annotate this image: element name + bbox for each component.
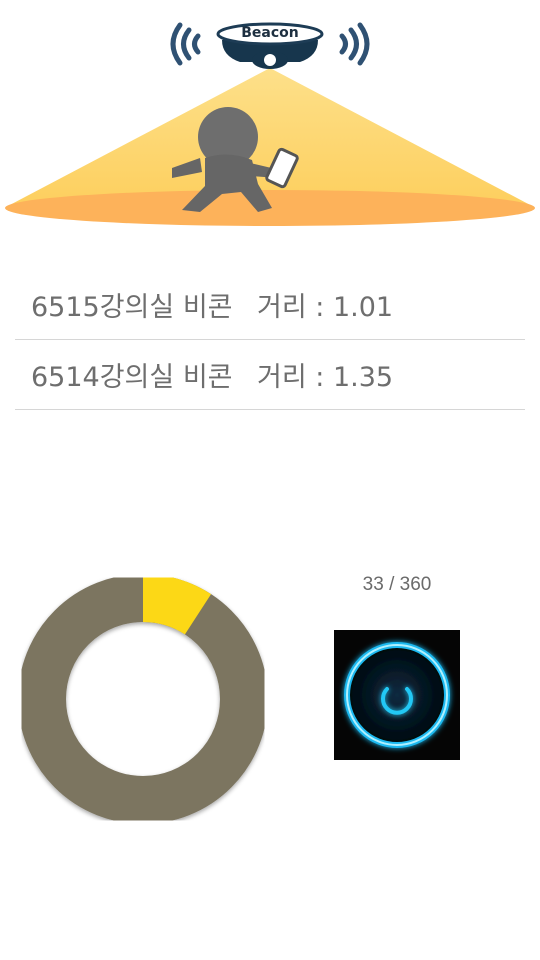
beacon-name: 6514강의실 비콘	[31, 362, 233, 393]
power-button[interactable]	[334, 630, 460, 760]
beacon-row[interactable]: 6515강의실 비콘 거리 : 1.01	[15, 270, 525, 340]
progress-fill	[142, 574, 212, 635]
progress-track	[18, 574, 268, 824]
beacon-icon	[216, 22, 324, 69]
beacon-distance: 거리 : 1.01	[257, 292, 394, 323]
beacon-illustration: Beacon	[5, 22, 535, 226]
beacon-distance: 거리 : 1.35	[257, 362, 394, 393]
progress-counter: 33 / 360	[362, 574, 432, 595]
beacon-list: 6515강의실 비콘 거리 : 1.01 6514강의실 비콘 거리 : 1.3…	[15, 270, 525, 410]
person-with-phone-icon	[172, 107, 299, 212]
beacon-name: 6515강의실 비콘	[31, 292, 233, 323]
beacon-label: Beacon	[241, 25, 299, 41]
signal-waves-left	[170, 22, 201, 66]
beacon-row[interactable]: 6514강의실 비콘 거리 : 1.35	[15, 340, 525, 410]
signal-waves-right	[339, 22, 370, 66]
light-cone	[6, 68, 534, 207]
power-icon	[344, 642, 450, 748]
progress-ring	[18, 574, 268, 824]
